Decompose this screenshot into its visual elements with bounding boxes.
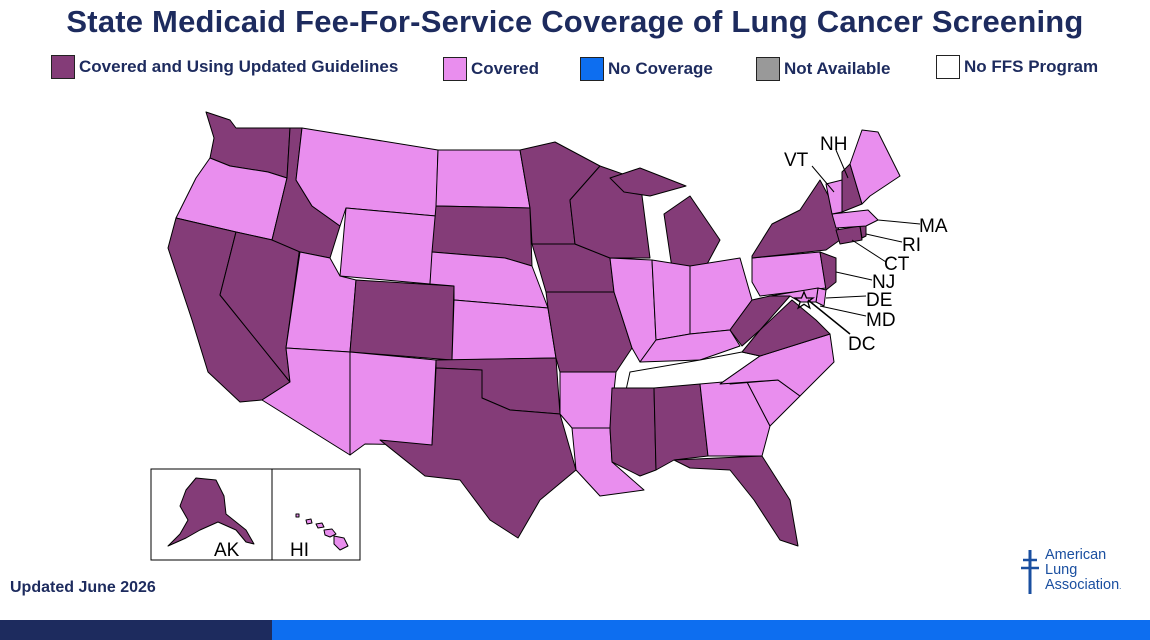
label-nj: NJ xyxy=(872,272,895,293)
state-co[interactable] xyxy=(349,279,455,361)
state-me[interactable] xyxy=(849,129,901,205)
state-tx[interactable] xyxy=(379,367,577,539)
logo-line-american: American xyxy=(1045,547,1107,563)
legend-item-not-available: Not Available xyxy=(756,57,890,81)
state-fl[interactable] xyxy=(673,455,799,547)
state-nd[interactable] xyxy=(435,149,531,209)
inset-box xyxy=(150,468,361,561)
footer-bar-blue xyxy=(272,620,1150,640)
label-md: MD xyxy=(866,310,896,331)
american-lung-association-logo[interactable]: American Lung Association. xyxy=(1018,548,1143,598)
footer-bar-dark xyxy=(0,620,272,640)
legend-swatch-updated xyxy=(51,55,75,79)
state-az[interactable] xyxy=(261,347,351,456)
state-mi[interactable] xyxy=(663,195,721,269)
state-ak[interactable] xyxy=(167,477,255,547)
logo-registered-mark: . xyxy=(1119,582,1122,591)
legend-label-not-available: Not Available xyxy=(784,59,891,78)
legend-swatch-covered xyxy=(443,57,467,81)
label-nh: NH xyxy=(820,134,847,155)
label-de: DE xyxy=(866,290,892,311)
label-dc: DC xyxy=(848,334,875,355)
label-ma: MA xyxy=(919,216,948,237)
label-hi: HI xyxy=(290,540,309,561)
vt-callout-line xyxy=(811,165,835,193)
de-callout-line xyxy=(825,295,867,299)
updated-date: Updated June 2026 xyxy=(10,579,156,596)
legend-swatch-no-ffs xyxy=(936,55,960,79)
legend-item-no-coverage: No Coverage xyxy=(580,57,713,81)
ri-callout-line xyxy=(865,233,903,243)
label-ak: AK xyxy=(214,540,240,561)
ct-callout-line xyxy=(851,239,887,263)
label-ct: CT xyxy=(884,254,910,275)
us-map: VT NH MA RI CT NJ DE MD DC AK HI xyxy=(150,111,948,561)
legend-label-no-coverage: No Coverage xyxy=(608,59,713,78)
legend-label-covered: Covered xyxy=(471,59,540,78)
label-ri: RI xyxy=(902,235,921,256)
lorraine-cross-icon xyxy=(1021,550,1039,594)
state-ma[interactable] xyxy=(831,209,879,229)
state-nj[interactable] xyxy=(819,251,837,291)
page-title: State Medicaid Fee-For-Service Coverage … xyxy=(66,4,1084,39)
md-callout-line xyxy=(819,305,867,317)
state-wy[interactable] xyxy=(339,207,437,285)
state-hi[interactable] xyxy=(295,513,349,551)
legend-label-no-ffs: No FFS Program xyxy=(964,57,1099,76)
label-vt: VT xyxy=(784,150,809,171)
nj-callout-line xyxy=(835,271,873,281)
state-ct[interactable] xyxy=(835,225,863,245)
logo-line-lung: Lung xyxy=(1045,562,1078,578)
legend-item-no-ffs: No FFS Program xyxy=(936,55,1098,79)
state-al[interactable] xyxy=(653,383,709,471)
legend-label-updated: Covered and Using Updated Guidelines xyxy=(79,57,399,76)
ma-callout-line xyxy=(877,219,921,225)
state-ny[interactable] xyxy=(751,179,841,259)
state-ms[interactable] xyxy=(609,387,657,477)
legend-swatch-no-coverage xyxy=(580,57,604,81)
state-nm[interactable] xyxy=(349,351,437,456)
legend-swatch-not-available xyxy=(756,57,780,81)
logo-text: American Lung Association. xyxy=(1045,548,1121,594)
nh-callout-line xyxy=(835,149,849,179)
state-ar[interactable] xyxy=(559,371,617,429)
dc-star-icon xyxy=(793,290,815,310)
state-ks[interactable] xyxy=(451,299,557,361)
legend-item-covered: Covered xyxy=(443,57,539,81)
logo-line-association: Association. xyxy=(1045,577,1122,593)
state-mi-upper[interactable] xyxy=(609,167,687,197)
dc-callout-line xyxy=(807,299,851,335)
state-in[interactable] xyxy=(651,259,691,341)
legend-item-updated: Covered and Using Updated Guidelines xyxy=(51,55,398,79)
